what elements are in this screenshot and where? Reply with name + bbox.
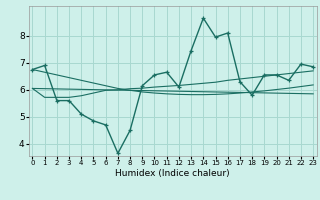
X-axis label: Humidex (Indice chaleur): Humidex (Indice chaleur) bbox=[116, 169, 230, 178]
